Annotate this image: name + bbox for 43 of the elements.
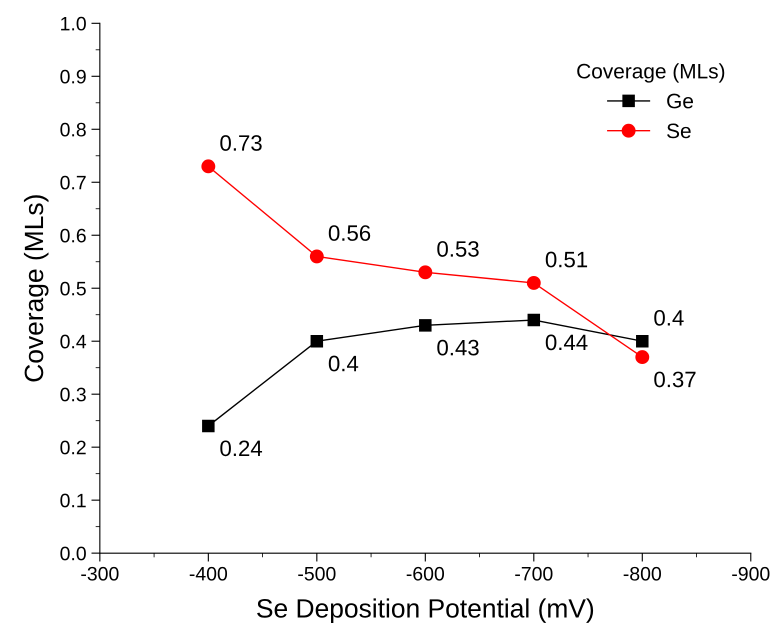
data-label: 0.4 [654, 310, 684, 326]
y-tick-label: 0.3 [60, 388, 86, 402]
x-tick-label: -700 [515, 566, 552, 581]
y-tick-label: 0.4 [60, 334, 86, 348]
data-label: 0.44 [546, 334, 588, 350]
x-tick-label: -400 [190, 566, 228, 581]
y-tick-label: 0.0 [60, 546, 86, 560]
data-label: 0.4 [328, 356, 358, 372]
y-tick-label: 1.0 [61, 16, 86, 31]
legend-label: Ge [667, 94, 693, 108]
point [310, 334, 324, 348]
x-tick-label: -800 [624, 566, 661, 581]
y-tick-label: 0.7 [60, 176, 86, 190]
y-tick-label: 0.9 [60, 70, 86, 84]
y-tick-label: 0.6 [60, 228, 86, 242]
y-tick-label: 0.8 [60, 122, 86, 137]
data-label: 0.37 [654, 372, 696, 388]
data-label: 0.56 [328, 225, 370, 241]
data-label: 0.51 [546, 252, 588, 268]
point [418, 265, 432, 280]
data-label: 0.73 [220, 135, 262, 151]
data-label: 0.24 [220, 440, 262, 456]
point [202, 420, 215, 432]
legend-label: Se [667, 123, 691, 138]
y-axis-title: Coverage (MLs) [24, 195, 49, 382]
point [526, 276, 541, 290]
x-axis-title: Se Deposition Potential (mV) [257, 598, 594, 623]
point [636, 334, 649, 348]
point [419, 319, 432, 332]
y-tick-label: 0.2 [60, 440, 86, 454]
point [310, 249, 324, 264]
point [528, 314, 540, 326]
point [201, 159, 216, 174]
point [635, 350, 650, 364]
x-tick-label: -500 [298, 566, 336, 581]
y-tick-label: 0.5 [60, 282, 86, 296]
x-tick-label: -600 [406, 566, 444, 581]
data-label: 0.53 [437, 241, 479, 257]
x-tick-label: -900 [732, 566, 770, 581]
legend-title: Coverage (MLs) [577, 63, 724, 83]
y-tick-label: 0.1 [60, 494, 86, 508]
x-tick-label: -300 [81, 566, 119, 581]
data-label: 0.43 [437, 340, 479, 356]
